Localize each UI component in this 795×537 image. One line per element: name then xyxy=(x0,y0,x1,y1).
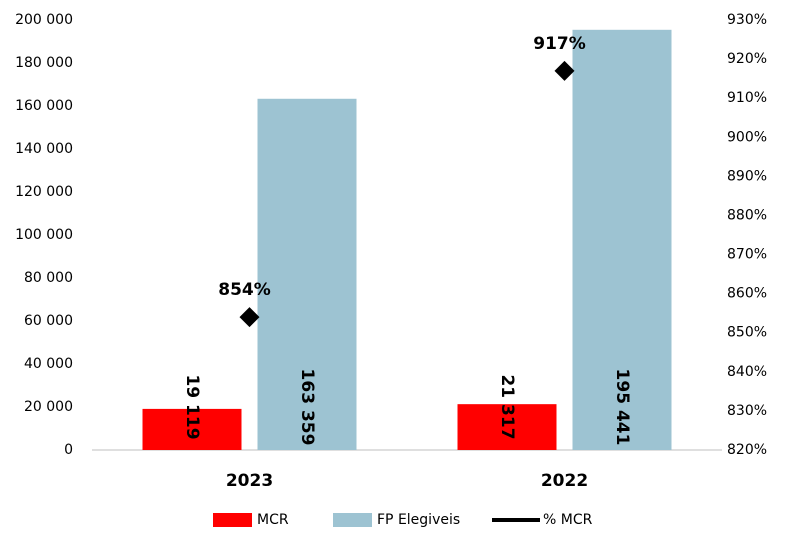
y-tick-label: 200 000 xyxy=(15,12,73,28)
y-tick-label: 120 000 xyxy=(15,184,73,200)
y-tick-label: 140 000 xyxy=(15,141,73,157)
bar xyxy=(257,98,357,451)
y2-tick-label: 930% xyxy=(727,12,767,28)
data-label: 917% xyxy=(533,34,586,54)
y2-tick-label: 890% xyxy=(727,168,767,184)
y2-tick-label: 850% xyxy=(727,325,767,341)
legend-swatch xyxy=(333,513,372,527)
bar xyxy=(572,29,672,450)
y-tick-label: 180 000 xyxy=(15,55,73,71)
y-tick-label: 100 000 xyxy=(15,227,73,243)
y2-tick-label: 920% xyxy=(727,51,767,67)
legend-label: MCR xyxy=(257,512,289,528)
y2-tick-label: 840% xyxy=(727,364,767,380)
y2-tick-label: 870% xyxy=(727,247,767,263)
x-tick-label: 2022 xyxy=(541,471,588,491)
y-tick-label: 80 000 xyxy=(24,270,73,286)
y2-tick-label: 820% xyxy=(727,442,767,458)
legend-label: FP Elegiveis xyxy=(377,512,460,528)
marker xyxy=(554,60,575,81)
legend-swatch xyxy=(213,513,252,527)
data-label: 163 359 xyxy=(297,369,317,446)
y-tick-label: 40 000 xyxy=(24,356,73,372)
y2-tick-label: 910% xyxy=(727,90,767,106)
legend-label: % MCR xyxy=(543,512,593,528)
y2-tick-label: 830% xyxy=(727,403,767,419)
y2-tick-label: 900% xyxy=(727,129,767,145)
y-tick-label: 20 000 xyxy=(24,399,73,415)
y-tick-label: 160 000 xyxy=(15,98,73,114)
data-label: 21 317 xyxy=(497,374,517,439)
data-label: 19 119 xyxy=(182,374,202,439)
marker xyxy=(239,307,260,328)
y2-tick-label: 880% xyxy=(727,207,767,223)
bar xyxy=(457,404,557,450)
x-tick-label: 2023 xyxy=(226,471,273,491)
y-tick-label: 60 000 xyxy=(24,313,73,329)
bar xyxy=(142,408,242,450)
y2-tick-label: 860% xyxy=(727,286,767,302)
data-label: 854% xyxy=(218,280,271,300)
y-tick-label: 0 xyxy=(64,442,73,458)
data-label: 195 441 xyxy=(612,369,632,446)
